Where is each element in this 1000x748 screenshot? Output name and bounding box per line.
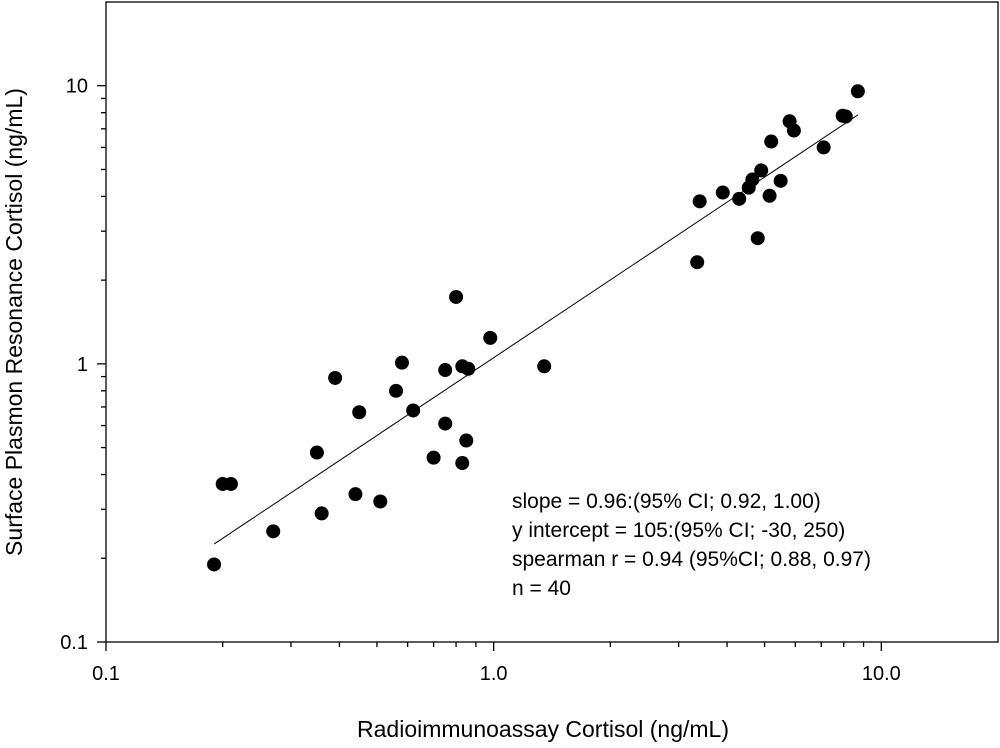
- data-point: [692, 194, 707, 209]
- data-point: [455, 456, 470, 471]
- y-tick-label: 0.1: [60, 632, 88, 654]
- data-point: [449, 289, 464, 304]
- annotation-line: slope = 0.96:(95% CI; 0.92, 1.00): [512, 490, 821, 513]
- data-point: [786, 123, 801, 138]
- annotation-line: spearman r = 0.94 (95%CI; 0.88, 0.97): [512, 548, 871, 571]
- data-point: [223, 476, 238, 491]
- x-axis-title: Radioimmunoassay Cortisol (ng/mL): [357, 716, 729, 742]
- data-point: [483, 330, 498, 345]
- regression-line: [213, 114, 859, 545]
- data-point: [389, 383, 404, 398]
- y-axis-title: Surface Plasmon Resonance Cortisol (ng/m…: [1, 88, 27, 556]
- data-point: [459, 433, 474, 448]
- data-point: [816, 140, 831, 155]
- data-point: [314, 506, 329, 521]
- data-point: [309, 445, 324, 460]
- data-point: [850, 84, 865, 99]
- data-point: [328, 370, 343, 385]
- data-point: [745, 172, 760, 187]
- data-point: [838, 109, 853, 124]
- y-tick-label: 10: [66, 76, 88, 98]
- data-point: [754, 163, 769, 178]
- data-point: [438, 363, 453, 378]
- x-tick-label: 10.0: [862, 663, 901, 685]
- data-point: [537, 359, 552, 374]
- data-points: [207, 84, 865, 572]
- data-point: [348, 487, 363, 502]
- data-point: [461, 361, 476, 376]
- data-point: [715, 185, 730, 200]
- data-point: [764, 134, 779, 149]
- data-point: [750, 231, 765, 246]
- data-point: [406, 403, 421, 418]
- x-tick-label: 0.1: [92, 663, 120, 685]
- data-point: [762, 188, 777, 203]
- statistics-annotation: slope = 0.96:(95% CI; 0.92, 1.00) y inter…: [512, 490, 871, 600]
- data-point: [394, 355, 409, 370]
- plot-frame: [105, 1, 999, 643]
- data-point: [438, 416, 453, 431]
- y-axis: 0.1 1 10: [60, 76, 106, 654]
- data-point: [266, 524, 281, 539]
- annotation-line: y intercept = 105:(95% CI; -30, 250): [512, 519, 845, 542]
- annotation-line: n = 40: [512, 577, 571, 600]
- regression-line-group: [213, 114, 859, 545]
- x-tick-label: 1.0: [480, 663, 508, 685]
- x-axis: 0.1 1.0 10.0: [92, 642, 901, 685]
- data-point: [773, 173, 788, 188]
- data-point: [732, 191, 747, 206]
- data-point: [352, 405, 367, 420]
- y-tick-label: 1: [77, 354, 88, 376]
- data-point: [690, 255, 705, 270]
- data-point: [373, 494, 388, 509]
- data-point: [207, 557, 222, 572]
- data-point: [426, 450, 441, 465]
